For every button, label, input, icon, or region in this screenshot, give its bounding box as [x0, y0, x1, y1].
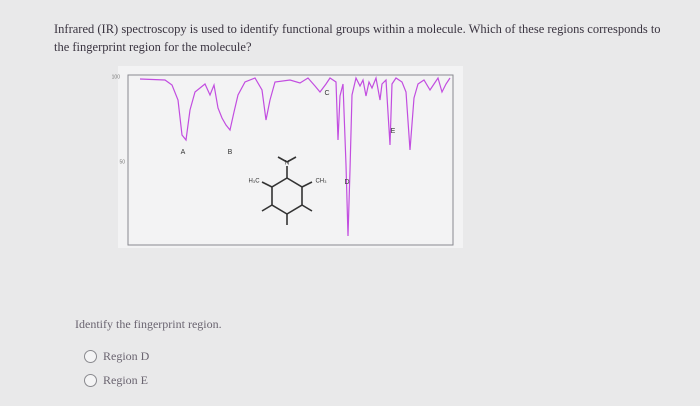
region-label: C [324, 90, 329, 97]
region-label: B [228, 149, 233, 156]
option-label[interactable]: Region D [103, 349, 150, 363]
atom-label: H₃C [248, 179, 260, 185]
molecule [261, 156, 313, 225]
y-label: 100 [112, 74, 121, 80]
radio-button[interactable] [84, 350, 97, 363]
spectrum-line [139, 75, 451, 237]
option-label[interactable]: Region E [103, 373, 148, 387]
region-label: D [344, 179, 349, 186]
region-label: A [181, 149, 186, 156]
prompt-text: Identify the fingerprint region. [75, 317, 222, 331]
radio-button[interactable] [84, 374, 97, 387]
atom-label: CH₃ [315, 179, 327, 185]
plot-frame [127, 74, 454, 246]
atom-label: N [285, 161, 289, 167]
region-label: E [391, 128, 396, 135]
question-text: Infrared (IR) spectroscopy is used to id… [54, 22, 661, 54]
y-label: 50 [119, 159, 125, 165]
answer-option[interactable]: Region D [84, 349, 149, 364]
answer-option[interactable]: Region E [84, 373, 148, 388]
spectrum-panel [118, 66, 463, 248]
